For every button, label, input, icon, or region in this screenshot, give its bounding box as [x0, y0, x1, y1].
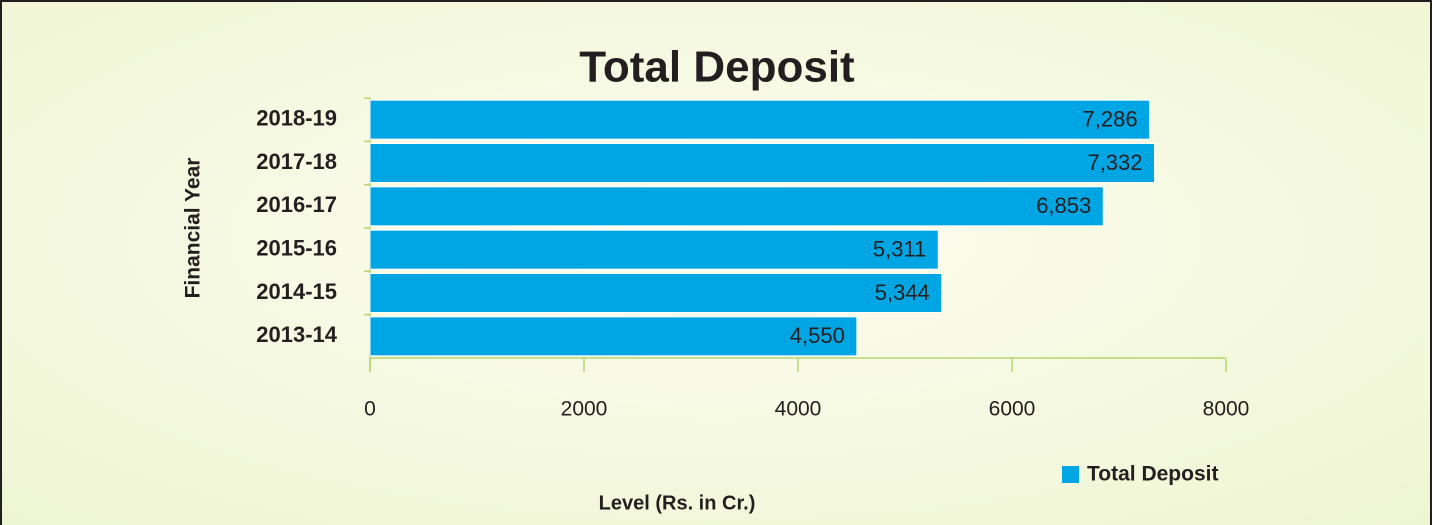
y-tick-label: 2015-16	[256, 235, 337, 260]
bar	[369, 316, 858, 357]
legend-swatch	[1062, 466, 1079, 483]
x-tick-label: 0	[364, 398, 376, 421]
x-axis-label: Level (Rs. in Cr.)	[599, 492, 756, 514]
value-label: 6,853	[1036, 193, 1091, 218]
bar	[369, 229, 939, 270]
value-label: 7,286	[1083, 106, 1138, 131]
y-tick-label: 2014-15	[256, 279, 337, 304]
y-tick-label: 2018-19	[256, 105, 337, 130]
value-label: 7,332	[1087, 150, 1142, 175]
x-tick-label: 6000	[989, 398, 1036, 421]
y-tick-label: 2013-14	[256, 322, 338, 347]
y-tick-label: 2016-17	[256, 192, 337, 217]
value-label: 5,344	[875, 280, 930, 305]
value-label: 5,311	[873, 236, 926, 261]
y-axis-label: Financial Year	[182, 158, 205, 299]
x-tick-label: 2000	[561, 398, 608, 421]
y-tick-label: 2017-18	[256, 149, 337, 174]
bar	[369, 143, 1156, 183]
value-label: 4,550	[790, 323, 845, 348]
bar	[369, 186, 1104, 227]
x-tick-label: 8000	[1203, 398, 1250, 421]
bar	[369, 273, 943, 313]
bar	[369, 99, 1151, 140]
legend-label: Total Deposit	[1087, 463, 1218, 486]
chart-title: Total Deposit	[579, 43, 855, 92]
x-tick-label: 4000	[775, 398, 822, 421]
